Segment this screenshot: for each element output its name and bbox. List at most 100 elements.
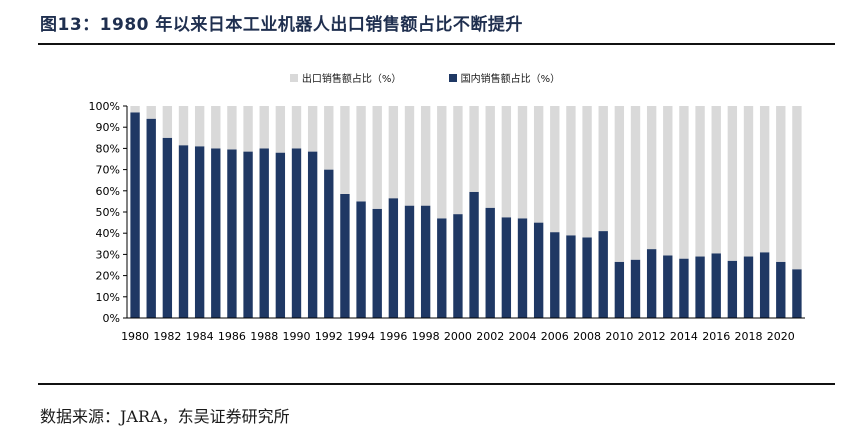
x-tick-label: 2002 bbox=[476, 330, 504, 343]
y-tick-label: 40% bbox=[96, 227, 120, 240]
y-tick-label: 0% bbox=[103, 312, 120, 325]
bar-domestic bbox=[550, 232, 560, 318]
bar-domestic bbox=[792, 269, 802, 318]
bar-export bbox=[420, 106, 431, 206]
x-tick-label: 2008 bbox=[573, 330, 601, 343]
bar-domestic bbox=[614, 261, 625, 318]
bar-domestic bbox=[130, 112, 140, 318]
x-tick-label: 2012 bbox=[638, 330, 666, 343]
x-tick-label: 1990 bbox=[283, 330, 311, 343]
chart-legend: 出口销售额占比（%） 国内销售额占比（%） bbox=[0, 70, 850, 85]
bar-domestic bbox=[356, 201, 366, 318]
x-tick-label: 2018 bbox=[735, 330, 763, 343]
bar-domestic bbox=[533, 222, 544, 318]
x-tick-label: 2000 bbox=[444, 330, 472, 343]
bar-export bbox=[356, 106, 366, 202]
bar-export bbox=[614, 106, 625, 262]
y-tick-label: 100% bbox=[89, 100, 120, 113]
bar-domestic bbox=[243, 151, 253, 318]
bar-domestic bbox=[727, 260, 738, 318]
bar-domestic bbox=[663, 255, 673, 318]
bar-domestic bbox=[582, 237, 592, 318]
bar-domestic bbox=[324, 169, 334, 318]
legend-swatch-export bbox=[289, 73, 298, 82]
bar-export bbox=[663, 106, 673, 256]
bar-export bbox=[146, 106, 156, 119]
y-tick-label: 30% bbox=[96, 248, 120, 261]
bar-export bbox=[130, 106, 140, 113]
bar-export bbox=[307, 106, 318, 152]
bar-domestic bbox=[598, 231, 608, 318]
figure-title: 图13：1980 年以来日本工业机器人出口销售额占比不断提升 bbox=[40, 15, 523, 35]
x-tick-label: 1992 bbox=[315, 330, 343, 343]
bar-domestic bbox=[759, 252, 770, 318]
x-tick-label: 1986 bbox=[218, 330, 246, 343]
bar-export bbox=[776, 106, 786, 262]
bar-export bbox=[679, 106, 689, 259]
bar-export bbox=[178, 106, 189, 146]
bar-export bbox=[324, 106, 334, 170]
legend-item-domestic: 国内销售额占比（%） bbox=[448, 70, 561, 85]
bar-domestic bbox=[146, 118, 156, 318]
bar-export bbox=[437, 106, 447, 219]
x-tick-label: 2006 bbox=[541, 330, 569, 343]
bar-export bbox=[792, 106, 802, 270]
bar-domestic bbox=[679, 258, 689, 318]
x-tick-label: 1994 bbox=[347, 330, 375, 343]
y-tick-label: 90% bbox=[96, 121, 120, 134]
bar-domestic bbox=[194, 146, 205, 318]
bar-domestic bbox=[566, 235, 576, 318]
bar-domestic bbox=[695, 256, 705, 318]
bar-domestic bbox=[388, 198, 399, 318]
bar-domestic bbox=[420, 205, 431, 318]
bar-export bbox=[227, 106, 237, 150]
x-tick-label: 2014 bbox=[670, 330, 698, 343]
bar-export bbox=[630, 106, 641, 260]
title-rule bbox=[38, 43, 835, 45]
x-tick-label: 1988 bbox=[250, 330, 278, 343]
bar-export bbox=[550, 106, 560, 233]
x-tick-label: 2010 bbox=[605, 330, 633, 343]
bar-export bbox=[372, 106, 382, 209]
y-tick-label: 10% bbox=[96, 291, 120, 304]
x-tick-label: 1998 bbox=[412, 330, 440, 343]
bar-export bbox=[485, 106, 495, 208]
bar-export bbox=[340, 106, 350, 194]
legend-item-export: 出口销售额占比（%） bbox=[289, 70, 402, 85]
bar-domestic bbox=[211, 148, 221, 318]
bar-domestic bbox=[453, 214, 463, 318]
x-tick-label: 1984 bbox=[186, 330, 214, 343]
bar-domestic bbox=[372, 208, 382, 318]
bar-domestic bbox=[501, 217, 512, 318]
legend-label-export: 出口销售额占比（%） bbox=[301, 74, 402, 85]
bar-domestic bbox=[162, 137, 173, 318]
bar-domestic bbox=[646, 249, 657, 318]
bar-domestic bbox=[469, 191, 479, 318]
y-tick-label: 70% bbox=[96, 164, 120, 177]
bar-export bbox=[194, 106, 205, 147]
bar-domestic bbox=[291, 148, 302, 318]
bar-export bbox=[501, 106, 512, 218]
x-tick-label: 2004 bbox=[509, 330, 537, 343]
bar-export bbox=[291, 106, 302, 149]
bar-export bbox=[759, 106, 770, 253]
y-tick-label: 80% bbox=[96, 142, 120, 155]
legend-label-domestic: 国内销售额占比（%） bbox=[460, 74, 561, 85]
bar-export bbox=[646, 106, 657, 250]
x-tick-label: 1980 bbox=[121, 330, 149, 343]
y-tick-label: 50% bbox=[96, 206, 120, 219]
bar-export bbox=[517, 106, 528, 219]
bar-domestic bbox=[275, 152, 286, 318]
bar-domestic bbox=[259, 148, 269, 318]
y-tick-label: 20% bbox=[96, 270, 120, 283]
bar-export bbox=[243, 106, 253, 152]
bar-domestic bbox=[630, 259, 641, 318]
x-tick-label: 1996 bbox=[379, 330, 407, 343]
bar-export bbox=[582, 106, 592, 238]
bar-domestic bbox=[517, 218, 528, 318]
bar-domestic bbox=[340, 193, 350, 318]
bar-export bbox=[404, 106, 415, 206]
x-tick-label: 2016 bbox=[702, 330, 730, 343]
bar-export bbox=[275, 106, 286, 153]
